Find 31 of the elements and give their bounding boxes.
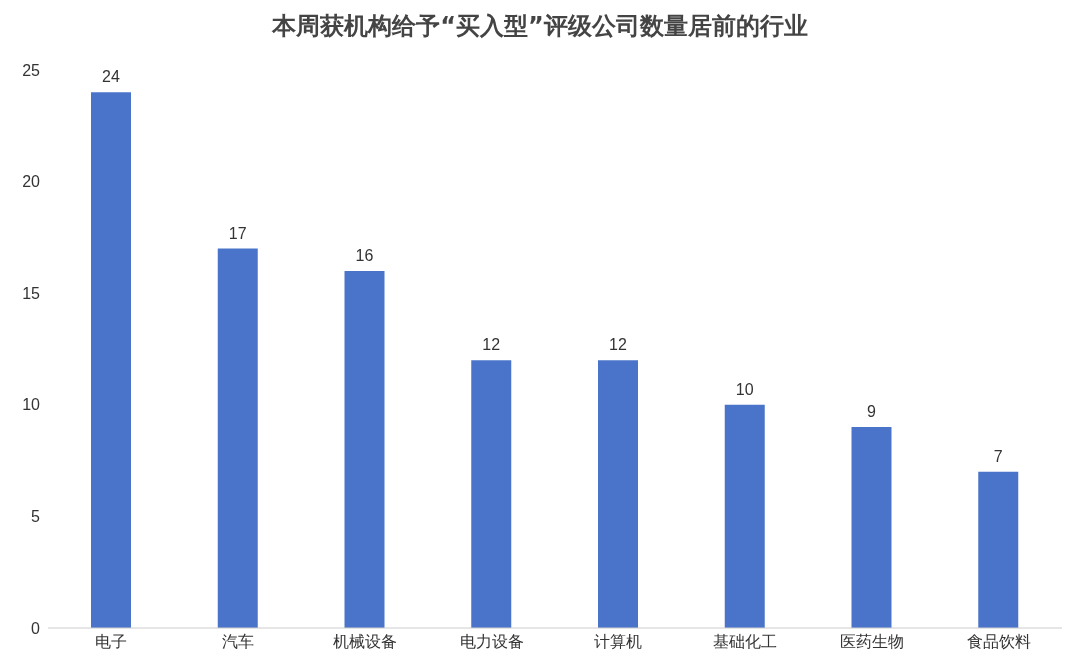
x-tick-label: 机械设备 <box>332 632 397 652</box>
x-tick-label: 汽车 <box>222 632 255 652</box>
x-tick-label: 食品饮料 <box>966 632 1031 652</box>
bar <box>344 270 385 628</box>
bar <box>91 92 131 628</box>
bar <box>217 248 258 628</box>
x-tick-label: 电力设备 <box>459 632 524 652</box>
bar <box>598 360 638 628</box>
data-label: 12 <box>482 336 501 354</box>
data-label: 17 <box>228 224 247 242</box>
x-tick-label: 医药生物 <box>839 632 904 652</box>
chart-title: 本周获机构给予“买入型”评级公司数量居前的行业 <box>271 11 809 42</box>
x-tick-label: 基础化工 <box>713 632 778 652</box>
y-tick-label: 10 <box>22 396 41 414</box>
bar <box>471 360 512 628</box>
data-label: 7 <box>993 447 1003 465</box>
data-label: 10 <box>735 380 754 398</box>
y-tick-label: 0 <box>31 619 41 637</box>
data-label: 16 <box>355 246 374 264</box>
y-tick-label: 15 <box>22 284 41 302</box>
data-label: 24 <box>102 68 120 86</box>
x-tick-label: 电子 <box>95 632 128 652</box>
y-tick-label: 5 <box>31 508 41 526</box>
bar <box>724 404 765 628</box>
y-tick-label: 20 <box>22 173 41 191</box>
x-tick-label: 计算机 <box>594 632 643 652</box>
data-label: 12 <box>609 336 627 354</box>
data-label: 9 <box>867 403 877 421</box>
bar <box>851 427 892 628</box>
y-tick-label: 25 <box>22 61 41 79</box>
bar <box>978 471 1019 628</box>
